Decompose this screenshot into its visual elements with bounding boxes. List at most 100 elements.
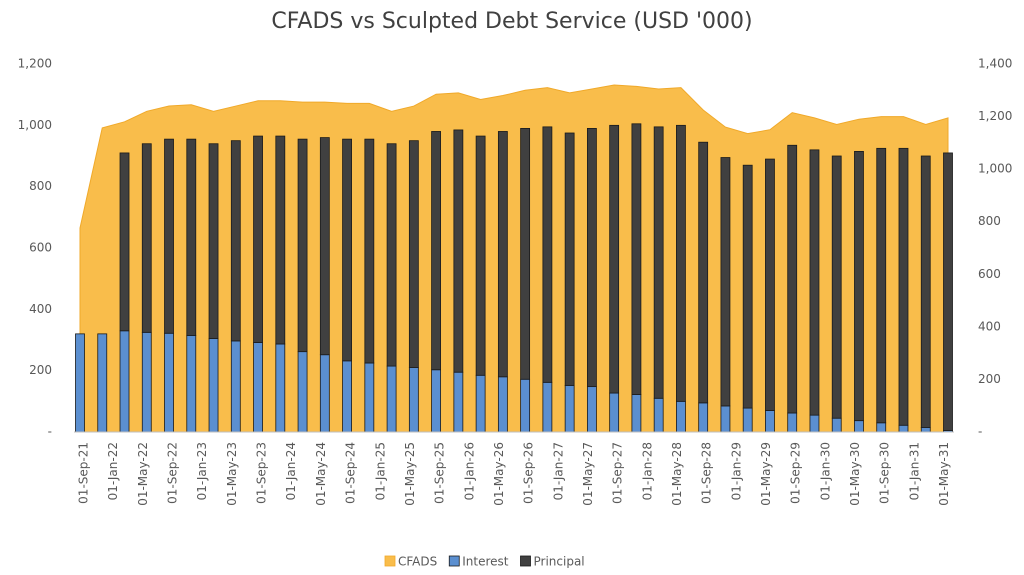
x-tick-label: 01-May-29 <box>759 442 773 506</box>
bar <box>609 124 620 394</box>
bar <box>809 414 820 433</box>
bar <box>742 164 753 409</box>
bar <box>809 149 820 416</box>
bar <box>431 369 442 433</box>
x-tick-label: 01-Jan-30 <box>818 442 832 500</box>
bar <box>475 374 486 433</box>
bar <box>854 420 864 433</box>
y2-tick-label: 200 <box>978 372 1001 386</box>
bar <box>876 147 887 424</box>
bar <box>854 150 864 422</box>
x-tick-label: 01-May-31 <box>937 442 951 506</box>
bar <box>676 124 686 402</box>
bar <box>720 405 731 433</box>
y2-tick-label: 600 <box>978 267 1001 281</box>
bar <box>208 143 219 339</box>
bar <box>141 331 152 433</box>
bar <box>831 155 842 419</box>
x-tick-label: 01-Sep-24 <box>344 442 358 504</box>
x-tick-label: 01-May-24 <box>314 442 328 506</box>
x-tick-label: 01-Sep-25 <box>433 442 447 504</box>
bar <box>676 400 686 433</box>
legend-label: Interest <box>462 555 509 569</box>
y2-tick-label: 800 <box>978 214 1001 228</box>
bar <box>386 143 397 367</box>
bar <box>564 132 575 386</box>
x-tick-label: 01-Sep-23 <box>255 442 269 504</box>
y-tick-label: - <box>48 425 52 439</box>
bar <box>230 140 241 342</box>
bar <box>520 378 531 433</box>
bar <box>542 126 553 383</box>
x-tick-label: 01-May-27 <box>581 442 595 506</box>
bar <box>364 138 375 364</box>
x-tick-label: 01-May-23 <box>225 442 239 506</box>
bar <box>97 333 108 433</box>
bar <box>943 152 953 431</box>
bar <box>475 135 486 376</box>
bar <box>230 340 241 433</box>
bar <box>698 402 709 433</box>
x-tick-label: 01-Jan-31 <box>907 442 921 500</box>
bar <box>408 140 419 369</box>
legend-swatch <box>384 555 396 567</box>
x-tick-label: 01-Sep-28 <box>700 442 714 504</box>
bar <box>119 152 130 332</box>
x-tick-label: 01-May-26 <box>492 442 506 506</box>
y2-tick-label: 1,200 <box>978 109 1012 123</box>
y-tick-label: 400 <box>29 302 52 316</box>
bar <box>765 410 775 433</box>
bar <box>787 144 798 414</box>
bar <box>831 417 842 433</box>
y2-tick-label: - <box>978 425 982 439</box>
bar <box>364 362 375 433</box>
bar <box>497 131 508 378</box>
y-tick-label: 200 <box>29 363 52 377</box>
bar <box>319 137 330 356</box>
bar <box>920 426 931 433</box>
bar <box>720 157 731 407</box>
bar <box>787 412 798 433</box>
bar <box>342 360 352 433</box>
bar <box>631 123 642 395</box>
x-tick-label: 01-Sep-30 <box>878 442 892 504</box>
bar <box>275 135 286 345</box>
x-tick-label: 01-May-25 <box>403 442 417 506</box>
bar <box>408 367 419 433</box>
bar <box>453 371 464 433</box>
y-tick-label: 1,200 <box>18 57 52 71</box>
bar <box>186 138 197 336</box>
bar <box>431 131 442 371</box>
x-tick-label: 01-Jan-24 <box>284 442 298 500</box>
bar <box>253 342 263 433</box>
x-tick-label: 01-Jan-26 <box>462 442 476 500</box>
bar <box>342 138 352 362</box>
chart-title: CFADS vs Sculpted Debt Service (USD '000… <box>271 9 752 34</box>
y-tick-label: 1,000 <box>18 118 52 132</box>
x-tick-label: 01-Sep-26 <box>522 442 536 504</box>
x-tick-label: 01-Sep-29 <box>789 442 803 504</box>
legend-label: CFADS <box>398 555 437 569</box>
bar <box>141 143 152 333</box>
bar <box>653 126 664 399</box>
bar <box>208 338 219 433</box>
x-tick-label: 01-Sep-22 <box>166 442 180 504</box>
bar <box>453 129 464 373</box>
bar <box>876 422 887 433</box>
legend-swatch <box>520 555 531 567</box>
x-tick-label: 01-Sep-27 <box>611 442 625 504</box>
bar <box>898 147 909 426</box>
bar <box>609 392 620 433</box>
bar <box>631 394 642 433</box>
area <box>79 84 949 433</box>
bar <box>542 381 553 433</box>
bar <box>586 127 597 388</box>
bar <box>765 158 775 411</box>
x-tick-label: 01-May-28 <box>670 442 684 506</box>
bar <box>920 155 931 428</box>
bar <box>742 407 753 433</box>
bar <box>119 330 130 433</box>
bar <box>319 354 330 433</box>
y-tick-label: 800 <box>29 179 52 193</box>
bar <box>164 138 174 334</box>
